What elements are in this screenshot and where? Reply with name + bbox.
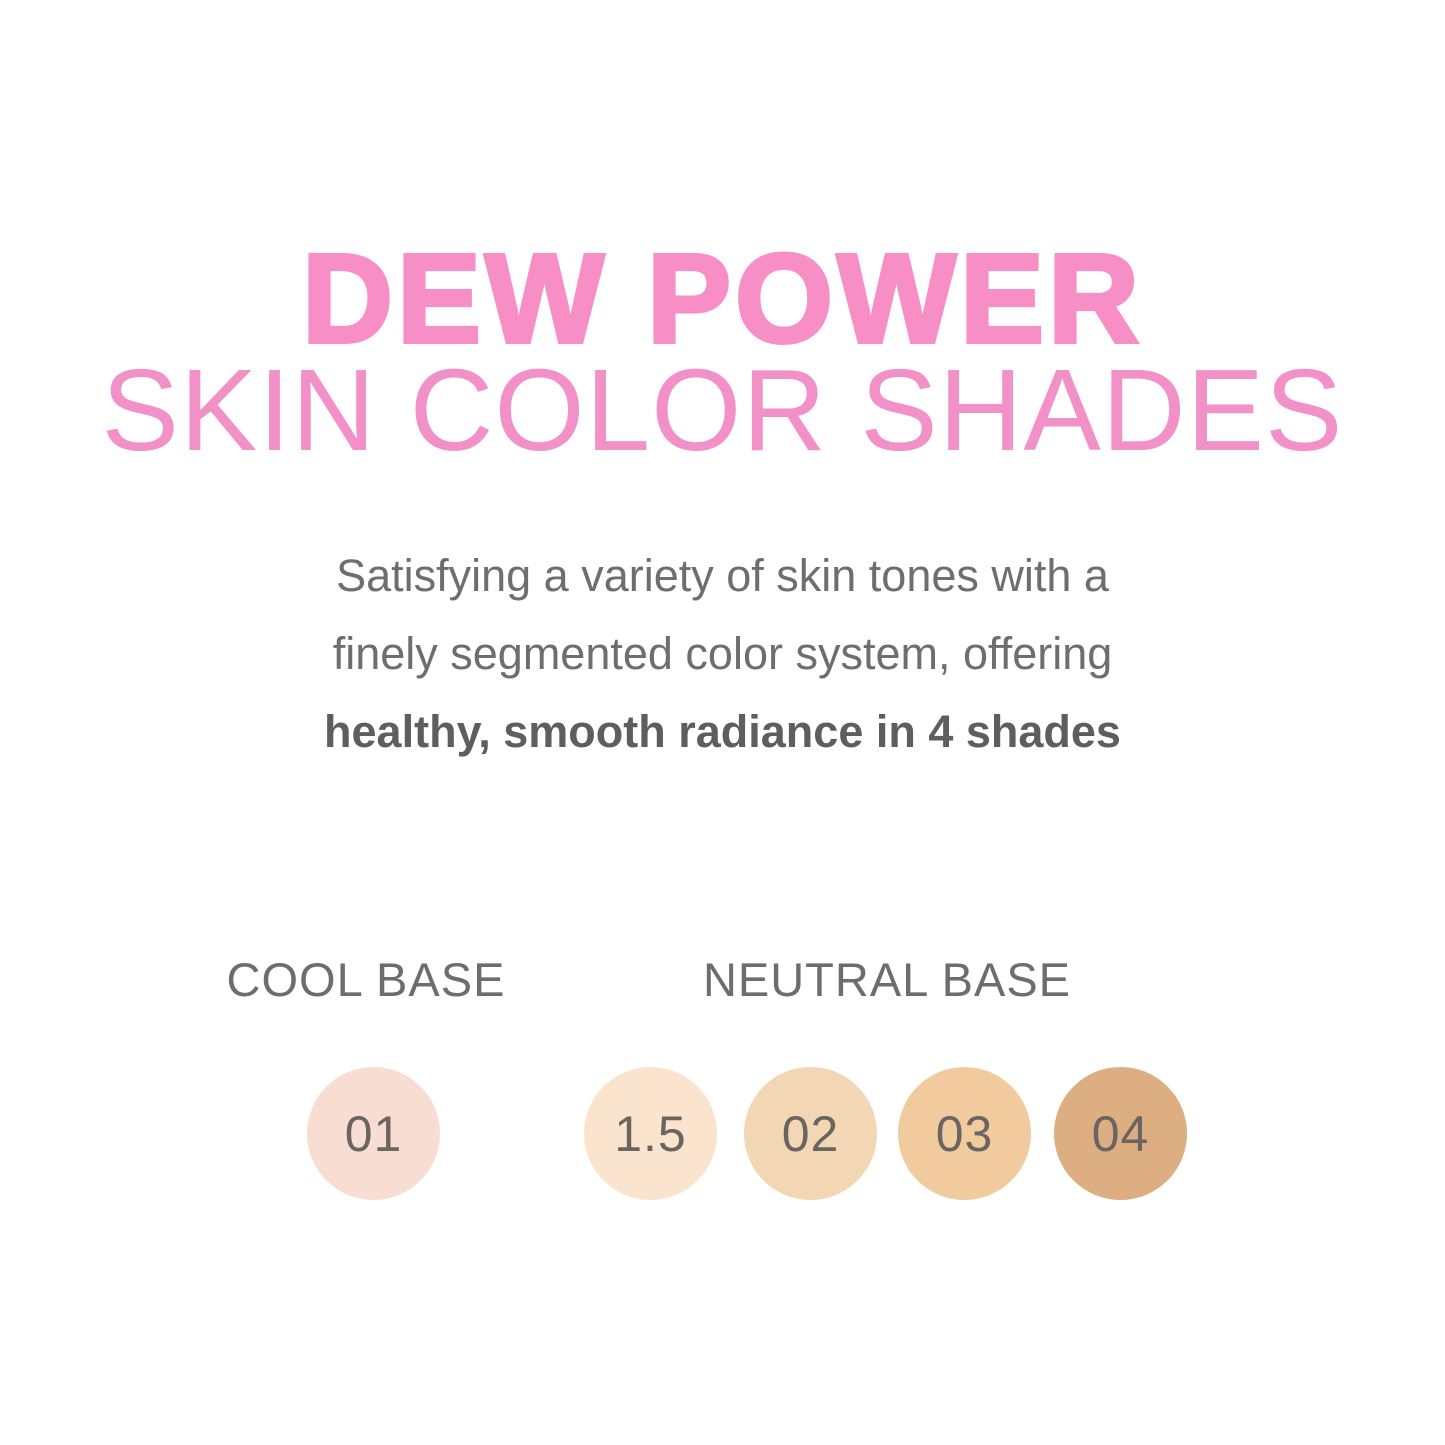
description-line-2: finely segmented color system, offering — [332, 628, 1113, 679]
shade-number-01: 01 — [344, 1105, 403, 1162]
shade-swatch-04: 04 — [1054, 1067, 1187, 1200]
cool-base-label: COOL BASE — [226, 953, 506, 1006]
description-line-bold: healthy, smooth radiance in 4 shades — [324, 706, 1121, 757]
shade-swatch-03: 03 — [898, 1067, 1031, 1200]
headline: DEW POWER — [300, 228, 1143, 369]
shade-number-02: 02 — [781, 1105, 840, 1162]
shade-number-03: 03 — [935, 1105, 994, 1162]
shade-number-04: 04 — [1091, 1105, 1150, 1162]
description: Satisfying a variety of skin tones with … — [0, 537, 1445, 771]
shade-swatch-01: 01 — [307, 1067, 440, 1200]
description-line-1: Satisfying a variety of skin tones with … — [336, 550, 1109, 601]
shade-swatch-02: 02 — [744, 1067, 877, 1200]
subheadline: SKIN COLOR SHADES — [101, 345, 1344, 475]
neutral-base-label: NEUTRAL BASE — [702, 953, 1072, 1006]
shade-number-1-5: 1.5 — [614, 1105, 687, 1162]
shade-swatch-1-5: 1.5 — [584, 1067, 717, 1200]
